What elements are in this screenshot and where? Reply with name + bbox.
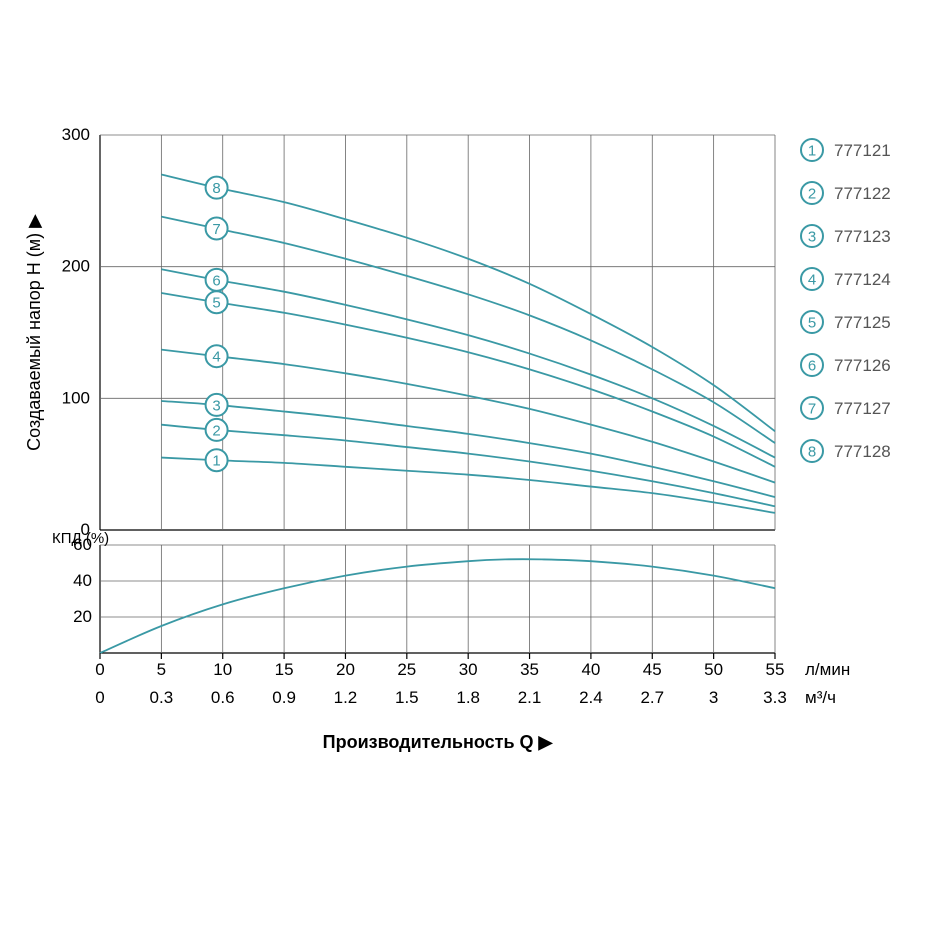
x-tick-m3h: 2.4 <box>579 688 603 707</box>
x-tick-lmin: 10 <box>213 660 232 679</box>
x-tick-lmin: 0 <box>95 660 104 679</box>
legend-label: 777121 <box>834 141 891 160</box>
top-chart: 010020030012345678 <box>62 125 775 539</box>
legend-badge-num: 3 <box>808 229 816 246</box>
x-tick-m3h: 1.2 <box>334 688 358 707</box>
legend-badge-num: 1 <box>808 143 816 160</box>
curve-badge-label: 3 <box>212 397 220 414</box>
x-tick-m3h: 3.3 <box>763 688 787 707</box>
curve-badge-label: 2 <box>212 422 220 439</box>
top-ytick: 300 <box>62 125 90 144</box>
bottom-chart: 204060 <box>73 535 775 653</box>
legend-label: 777126 <box>834 356 891 375</box>
legend-label: 777128 <box>834 442 891 461</box>
curve-badge-label: 5 <box>212 295 220 312</box>
legend-badge-num: 5 <box>808 315 816 332</box>
legend-label: 777127 <box>834 399 891 418</box>
legend-badge-num: 2 <box>808 186 816 203</box>
x-axis-title: Производительность Q ▶ <box>323 732 554 752</box>
x-tick-m3h: 0 <box>95 688 104 707</box>
legend-badge-num: 7 <box>808 401 816 418</box>
x-tick-lmin: 15 <box>275 660 294 679</box>
legend-badge-num: 6 <box>808 358 816 375</box>
x-tick-m3h: 0.3 <box>150 688 174 707</box>
top-ytick: 100 <box>62 388 90 407</box>
kpd-label: КПД (%) <box>52 530 109 547</box>
x-tick-lmin: 40 <box>581 660 600 679</box>
x-tick-lmin: 5 <box>157 660 166 679</box>
x-tick-m3h: 1.5 <box>395 688 419 707</box>
x-tick-lmin: 25 <box>397 660 416 679</box>
x-unit-m3h: м³/ч <box>805 688 836 707</box>
x-tick-lmin: 45 <box>643 660 662 679</box>
x-tick-lmin: 20 <box>336 660 355 679</box>
legend-label: 777125 <box>834 313 891 332</box>
legend-badge-num: 8 <box>808 444 816 461</box>
legend-label: 777123 <box>834 227 891 246</box>
curve-badge-label: 7 <box>212 221 220 238</box>
x-tick-lmin: 55 <box>766 660 785 679</box>
kpd-ytick: 40 <box>73 571 92 590</box>
y-axis-title: Создаваемый напор H (м) ▶ <box>24 214 44 451</box>
kpd-curve <box>100 559 775 653</box>
top-ytick: 200 <box>62 257 90 276</box>
curve-badge-label: 6 <box>212 272 220 289</box>
curve-badge-label: 8 <box>212 180 220 197</box>
legend-label: 777122 <box>834 184 891 203</box>
x-tick-m3h: 2.1 <box>518 688 542 707</box>
kpd-ytick: 20 <box>73 607 92 626</box>
legend-label: 777124 <box>834 270 891 289</box>
x-tick-lmin: 35 <box>520 660 539 679</box>
x-tick-m3h: 0.9 <box>272 688 296 707</box>
pump-performance-chart: 010020030012345678Создаваемый напор H (м… <box>0 0 934 934</box>
x-unit-lmin: л/мин <box>805 660 850 679</box>
legend-badge-num: 4 <box>808 272 816 289</box>
x-tick-m3h: 3 <box>709 688 718 707</box>
x-tick-lmin: 30 <box>459 660 478 679</box>
x-tick-lmin: 50 <box>704 660 723 679</box>
curve-badge-label: 1 <box>212 453 220 470</box>
x-tick-m3h: 2.7 <box>640 688 664 707</box>
x-tick-m3h: 1.8 <box>456 688 480 707</box>
chart-svg: 010020030012345678Создаваемый напор H (м… <box>0 0 934 934</box>
curve-badge-label: 4 <box>212 349 220 366</box>
x-tick-m3h: 0.6 <box>211 688 235 707</box>
